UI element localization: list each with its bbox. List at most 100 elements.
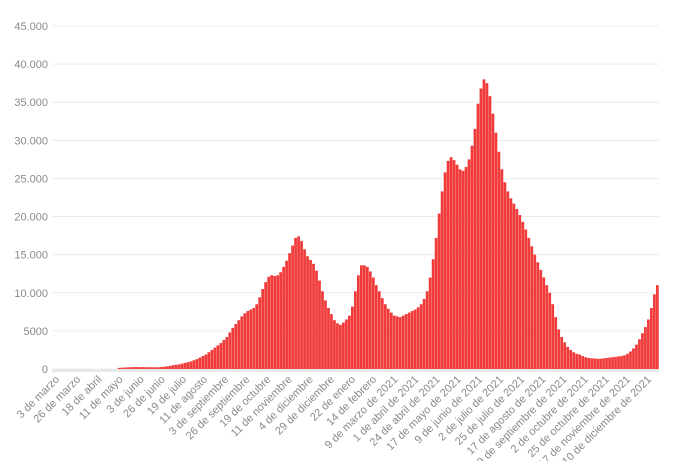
bar <box>213 347 217 369</box>
y-tick-label: 10.000 <box>14 288 48 300</box>
bar <box>623 355 626 369</box>
bar <box>566 346 570 369</box>
bar <box>123 367 127 369</box>
bar <box>632 348 635 369</box>
bar <box>156 367 160 369</box>
bar <box>138 367 142 369</box>
bar <box>518 215 522 369</box>
bar <box>354 291 357 369</box>
bar <box>300 240 303 369</box>
bar <box>542 277 546 369</box>
bar <box>596 358 599 369</box>
bar <box>581 356 585 369</box>
bar <box>425 291 429 369</box>
bar <box>395 316 399 369</box>
bar <box>267 276 271 369</box>
bar <box>497 151 501 369</box>
bar <box>422 298 426 369</box>
bar <box>560 336 564 369</box>
bar <box>234 324 238 369</box>
bar <box>590 358 593 369</box>
bar <box>431 259 435 369</box>
bar <box>446 160 450 369</box>
bar <box>240 316 244 369</box>
y-tick-label: 40.000 <box>14 59 48 71</box>
bar <box>183 362 187 369</box>
bar <box>359 265 363 369</box>
y-tick-label: 45.000 <box>14 21 48 33</box>
bar <box>368 271 372 369</box>
bar <box>210 349 214 369</box>
bar <box>252 308 256 369</box>
bar <box>617 356 620 369</box>
bar <box>273 276 277 369</box>
bar <box>327 308 330 369</box>
bar <box>455 164 459 369</box>
bar <box>608 357 611 369</box>
bar <box>635 344 638 369</box>
bar <box>165 366 169 369</box>
bar <box>533 254 537 369</box>
bar <box>324 300 327 369</box>
bar <box>476 103 480 369</box>
bar <box>494 132 498 369</box>
y-tick-label: 25.000 <box>14 173 48 185</box>
bar <box>249 309 253 369</box>
bar <box>303 249 306 369</box>
bar <box>530 246 534 369</box>
bar <box>129 367 133 369</box>
bar <box>336 323 339 369</box>
bar <box>644 327 647 369</box>
bar <box>599 358 602 369</box>
bar <box>318 280 321 369</box>
y-tick-label: 35.000 <box>14 97 48 109</box>
bar <box>243 313 247 369</box>
bar <box>333 320 336 369</box>
bar <box>563 342 567 369</box>
bar <box>365 266 369 369</box>
bar <box>204 354 208 369</box>
bar <box>348 315 351 369</box>
bar <box>135 367 139 369</box>
bar <box>362 265 366 369</box>
bar <box>237 320 241 369</box>
bar <box>168 365 172 369</box>
bar <box>443 172 447 369</box>
bar <box>527 237 531 369</box>
bar <box>377 291 381 369</box>
bar <box>189 361 193 369</box>
bar <box>386 308 390 369</box>
bar <box>551 304 555 369</box>
bar <box>357 275 360 369</box>
bar <box>392 315 396 369</box>
bar <box>458 169 462 369</box>
bar <box>569 349 573 369</box>
y-tick-label: 20.000 <box>14 212 48 224</box>
bar <box>578 354 582 369</box>
bar <box>312 263 315 369</box>
bar <box>515 208 519 369</box>
bar <box>383 304 387 369</box>
bar <box>467 159 471 369</box>
bar <box>339 324 342 369</box>
bar <box>195 359 199 369</box>
bar <box>246 311 250 369</box>
bar <box>117 367 121 369</box>
bar <box>291 245 294 369</box>
gridlines <box>52 25 659 370</box>
bar <box>428 277 432 369</box>
bar <box>452 160 456 369</box>
bar <box>593 358 596 369</box>
bar <box>491 113 495 369</box>
bar <box>521 221 525 369</box>
bar <box>279 272 282 369</box>
bar <box>653 294 656 369</box>
bar <box>162 366 166 369</box>
bar <box>282 266 285 369</box>
bar <box>330 314 333 369</box>
y-axis-ticks: 0 5000 10.000 15.000 20.000 25.000 30.000 35.00… <box>14 21 48 376</box>
bar <box>539 269 543 369</box>
bar <box>264 282 268 369</box>
bar <box>524 229 528 369</box>
bar <box>398 317 402 369</box>
